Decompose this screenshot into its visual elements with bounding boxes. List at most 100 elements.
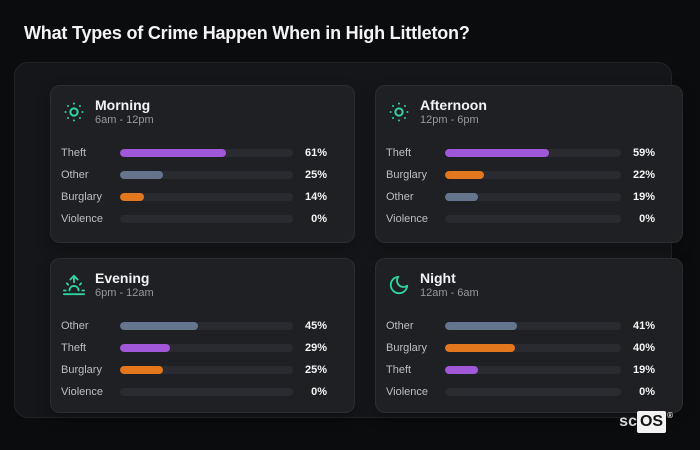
bar-label: Violence [61,213,103,225]
panel-header-text: Night 12am - 6am [420,270,479,300]
bar-label: Other [386,320,414,332]
bar-track [120,171,293,179]
bar-value: 61% [304,147,327,159]
bar-value: 45% [304,320,327,332]
bar-value: 14% [304,191,327,203]
bar-label: Burglary [61,191,102,203]
bar-track [445,193,621,201]
bar-track [120,322,293,330]
bar-label: Violence [386,386,428,398]
bar-fill [445,322,518,330]
time-panel-evening: Evening 6pm - 12am Other 45% Theft 29% B… [50,258,355,413]
bar-track [120,149,293,157]
scos-watermark: sc OS ® [619,411,673,433]
bar-list: Theft 61% Other 25% Burglary 14% Violenc… [61,142,327,230]
moon-icon [388,274,410,296]
bar-value: 22% [632,169,655,181]
bar-list: Theft 59% Burglary 22% Other 19% Violenc… [386,142,655,230]
panel-title: Afternoon [420,97,487,113]
bar-value: 19% [632,191,655,203]
panel-time-range: 6pm - 12am [95,286,154,299]
bar-row: Violence 0% [61,381,327,403]
bar-value: 41% [632,320,655,332]
bar-row: Other 19% [386,186,655,208]
watermark-logo: OS [636,411,667,433]
panel-header: Evening 6pm - 12am [61,269,327,301]
bar-track [445,322,621,330]
bar-label: Other [386,191,414,203]
bar-track [445,388,621,396]
bar-row: Other 41% [386,315,655,337]
bar-track [120,193,293,201]
panel-header-text: Morning 6am - 12pm [95,97,154,127]
bar-track [120,366,293,374]
bar-label: Theft [61,147,87,159]
panel-header: Afternoon 12pm - 6pm [386,96,655,128]
panel-time-range: 12pm - 6pm [420,113,479,126]
time-panel-morning: Morning 6am - 12pm Theft 61% Other 25% B… [50,85,355,243]
bar-list: Other 45% Theft 29% Burglary 25% Violenc… [61,315,327,403]
page-title: What Types of Crime Happen When in High … [24,23,470,43]
time-panel-night: Night 12am - 6am Other 41% Burglary 40% … [375,258,683,413]
bar-value: 0% [311,213,327,225]
bar-row: Violence 0% [386,208,655,230]
sun-icon [388,101,410,123]
time-panel-afternoon: Afternoon 12pm - 6pm Theft 59% Burglary … [375,85,683,243]
bar-label: Burglary [386,169,427,181]
panel-title: Evening [95,270,150,286]
panel-header-text: Evening 6pm - 12am [95,270,154,300]
bar-label: Other [61,320,89,332]
bar-label: Violence [61,386,103,398]
bar-value: 29% [304,342,327,354]
sun-icon [63,101,85,123]
bar-track [120,215,293,223]
bar-fill [445,344,516,352]
bar-fill [120,322,198,330]
bar-track [445,171,621,179]
panel-time-range: 12am - 6am [420,286,479,299]
bar-track [120,388,293,396]
bar-value: 0% [311,386,327,398]
bar-label: Theft [386,147,412,159]
bar-row: Theft 29% [61,337,327,359]
bar-track [120,344,293,352]
bar-fill [445,171,484,179]
bar-fill [120,344,171,352]
bar-row: Burglary 25% [61,359,327,381]
panel-title: Morning [95,97,151,113]
bar-label: Theft [61,342,87,354]
bar-value: 25% [304,364,327,376]
bar-track [445,344,621,352]
bar-label: Theft [386,364,412,376]
bar-row: Other 45% [61,315,327,337]
bar-value: 19% [632,364,655,376]
bar-value: 59% [632,147,655,159]
panel-header: Night 12am - 6am [386,269,655,301]
bar-row: Theft 19% [386,359,655,381]
bar-row: Other 25% [61,164,327,186]
bar-list: Other 41% Burglary 40% Theft 19% Violenc… [386,315,655,403]
panel-time-range: 6am - 12pm [95,113,154,126]
bar-row: Burglary 40% [386,337,655,359]
bar-fill [445,149,549,157]
bar-value: 40% [632,342,655,354]
registered-mark: ® [667,411,673,420]
bar-track [445,149,621,157]
bar-row: Theft 59% [386,142,655,164]
bar-value: 25% [304,169,327,181]
bar-fill [445,193,479,201]
bar-fill [445,366,479,374]
bar-row: Burglary 14% [61,186,327,208]
bar-track [445,366,621,374]
bar-value: 0% [639,213,655,225]
bar-fill [120,366,164,374]
bar-row: Burglary 22% [386,164,655,186]
bar-fill [120,193,145,201]
sunrise-icon [63,274,85,296]
panels-grid: Morning 6am - 12pm Theft 61% Other 25% B… [50,85,683,413]
bar-fill [120,171,164,179]
bar-row: Violence 0% [61,208,327,230]
bar-row: Violence 0% [386,381,655,403]
bar-label: Other [61,169,89,181]
bar-label: Burglary [386,342,427,354]
